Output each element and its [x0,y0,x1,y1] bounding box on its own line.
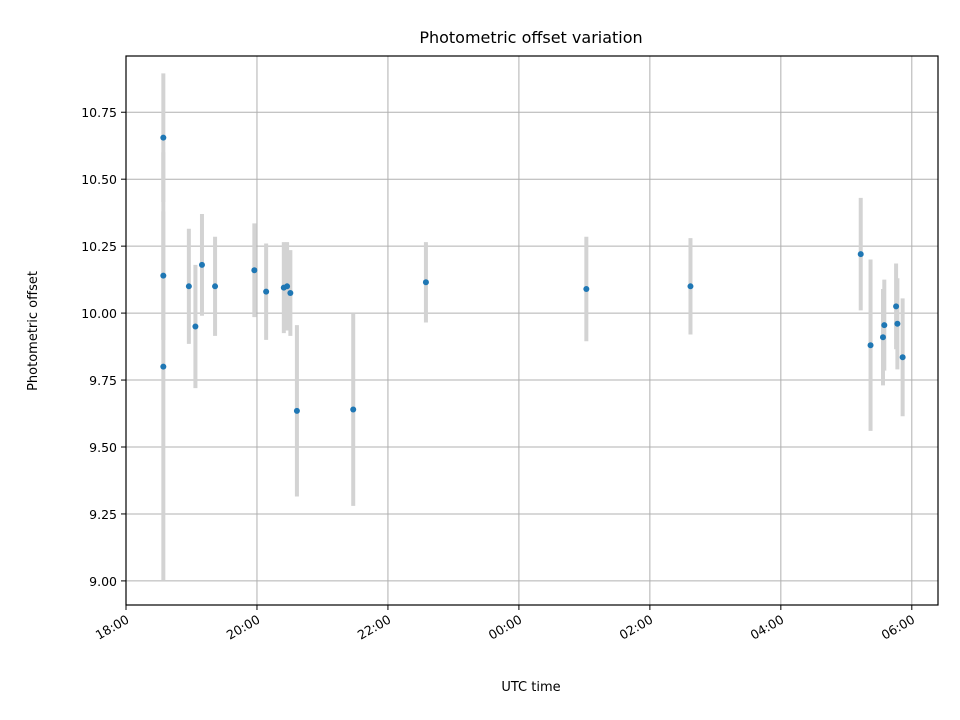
x-tick-label: 02:00 [617,612,656,643]
data-point [160,363,167,370]
y-tick-label: 9.75 [89,373,117,388]
data-point [160,134,167,141]
x-axis-ticks: 18:00 20:00 22:00 00:00 02:00 04:00 06:00 [93,605,918,643]
data-point [160,272,167,279]
y-tick-label: 9.50 [89,440,117,455]
data-point [583,285,590,292]
data-points [160,134,906,414]
x-tick-label: 20:00 [224,612,263,643]
y-tick-label: 10.00 [81,306,117,321]
y-tick-label: 9.00 [89,574,117,589]
data-point [894,320,901,327]
x-tick-label: 06:00 [879,612,918,643]
data-point [422,279,429,286]
data-point [879,334,886,341]
x-tick-label: 22:00 [355,612,394,643]
x-tick-label: 18:00 [93,612,132,643]
data-point [198,261,205,268]
data-point [857,251,864,258]
data-point [899,354,906,361]
data-point [687,283,694,290]
x-axis-label: UTC time [501,680,560,695]
y-axis-label: Photometric offset [26,271,41,391]
y-tick-label: 10.75 [81,105,117,120]
data-point [185,283,192,290]
data-point [350,406,357,413]
data-point [287,290,294,297]
data-point [251,267,258,274]
y-tick-label: 9.25 [89,507,117,522]
data-point [893,303,900,310]
data-point [192,323,199,330]
data-point [212,283,219,290]
data-point [263,288,270,295]
data-point [867,342,874,349]
grid-lines [125,56,938,605]
error-bars [161,73,905,581]
x-tick-label: 04:00 [748,612,787,643]
data-point [881,322,888,329]
y-tick-label: 10.25 [81,239,117,254]
plot-frame [125,55,939,606]
data-point [284,283,291,290]
x-tick-label: 00:00 [486,612,525,643]
y-tick-label: 10.50 [81,172,117,187]
y-axis-ticks: 9.00 9.25 9.50 9.75 10.00 10.25 10.50 10.75 [81,105,126,589]
chart-title: Photometric offset variation [419,28,642,47]
data-point [293,407,300,414]
